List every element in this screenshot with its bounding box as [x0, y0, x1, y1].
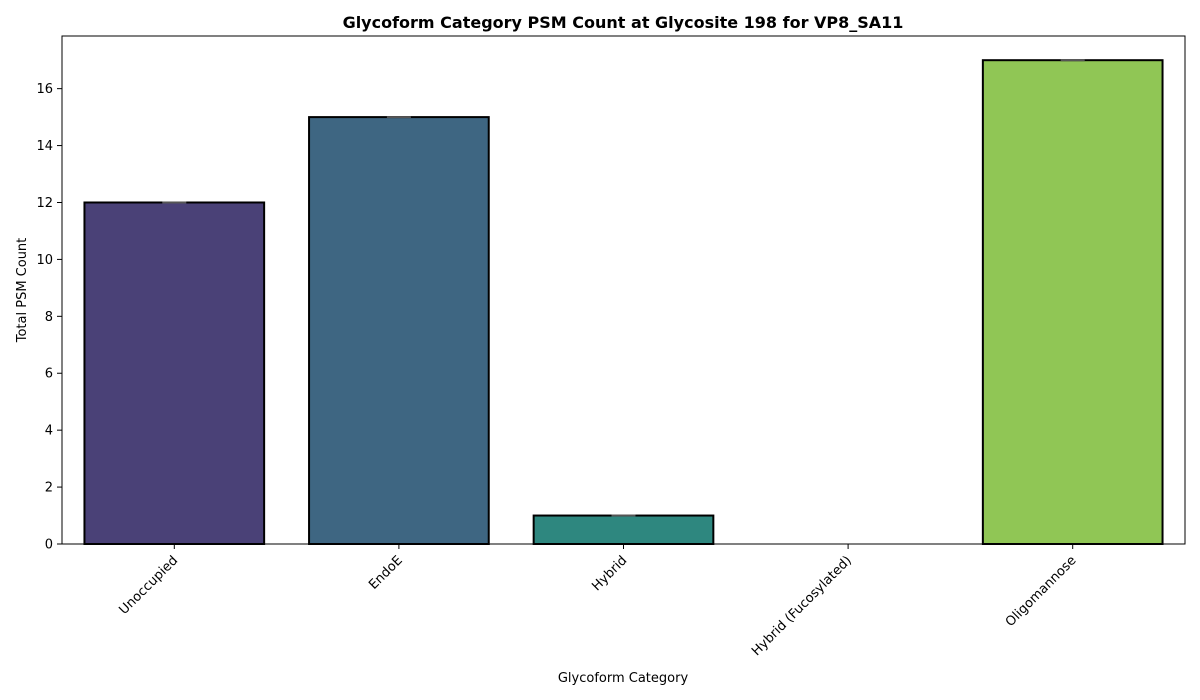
bars-layer	[83, 59, 1164, 545]
plot-frame	[61, 35, 1186, 545]
y-tick-label-8: 8	[45, 310, 53, 325]
y-tick-label-10: 10	[36, 253, 53, 268]
y-tick-label-0: 0	[45, 538, 53, 553]
y-tick-label-16: 16	[36, 82, 53, 97]
y-tick-label-12: 12	[36, 196, 53, 211]
y-tick-label-2: 2	[45, 481, 53, 496]
x-tick-label-hybrid-fucosylated: Hybrid (Fucosylated)	[749, 553, 855, 659]
x-tick-label-endoe: EndoE	[366, 553, 406, 593]
bar-oligomannose	[981, 59, 1164, 545]
x-tick-label-hybrid: Hybrid	[589, 553, 630, 594]
bar-endoe	[308, 116, 490, 545]
chart-title: Glycoform Category PSM Count at Glycosit…	[343, 13, 904, 32]
bar-unoccupied	[83, 201, 266, 545]
x-tick-label-oligomannose: Oligomannose	[1003, 553, 1080, 630]
y-axis: 0 2 4 6 8 10 12 14 16	[36, 82, 62, 553]
y-tick-label-4: 4	[45, 424, 53, 439]
x-axis-label: Glycoform Category	[558, 671, 689, 686]
y-tick-label-14: 14	[36, 139, 53, 154]
y-tick-label-6: 6	[45, 367, 53, 382]
x-axis: Unoccupied EndoE Hybrid Hybrid (Fucosylated…	[117, 544, 1080, 659]
bar-hybrid	[532, 514, 715, 545]
y-axis-label: Total PSM Count	[15, 238, 30, 344]
x-tick-label-unoccupied: Unoccupied	[117, 553, 182, 618]
